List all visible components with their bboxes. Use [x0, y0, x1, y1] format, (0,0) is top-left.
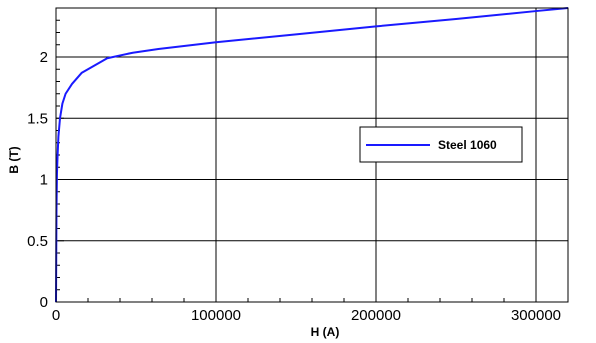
- x-tick-labels: 0 100000 200000 300000: [52, 307, 561, 324]
- y-tick-label: 0: [40, 294, 48, 311]
- x-tick-label: 100000: [191, 307, 241, 324]
- x-tick-label: 0: [52, 307, 60, 324]
- legend-label: Steel 1060: [438, 138, 497, 152]
- x-tick-label: 300000: [511, 307, 561, 324]
- y-tick-labels: 0 0.5 1 1.5 2: [27, 49, 48, 311]
- y-tick-label: 1: [40, 172, 48, 189]
- series-layer: [55, 7, 569, 303]
- grid: [56, 8, 568, 302]
- y-tick-label: 0.5: [27, 233, 48, 250]
- y-tick-label: 2: [40, 49, 48, 66]
- plot-frame: [55, 7, 569, 303]
- x-tick-label: 200000: [351, 307, 401, 324]
- y-axis-title: B (T): [7, 146, 21, 173]
- x-axis-title: H (A): [311, 325, 340, 339]
- legend: Steel 1060: [359, 126, 523, 163]
- y-tick-label: 1.5: [27, 110, 48, 127]
- series-line-1: [55, 7, 569, 303]
